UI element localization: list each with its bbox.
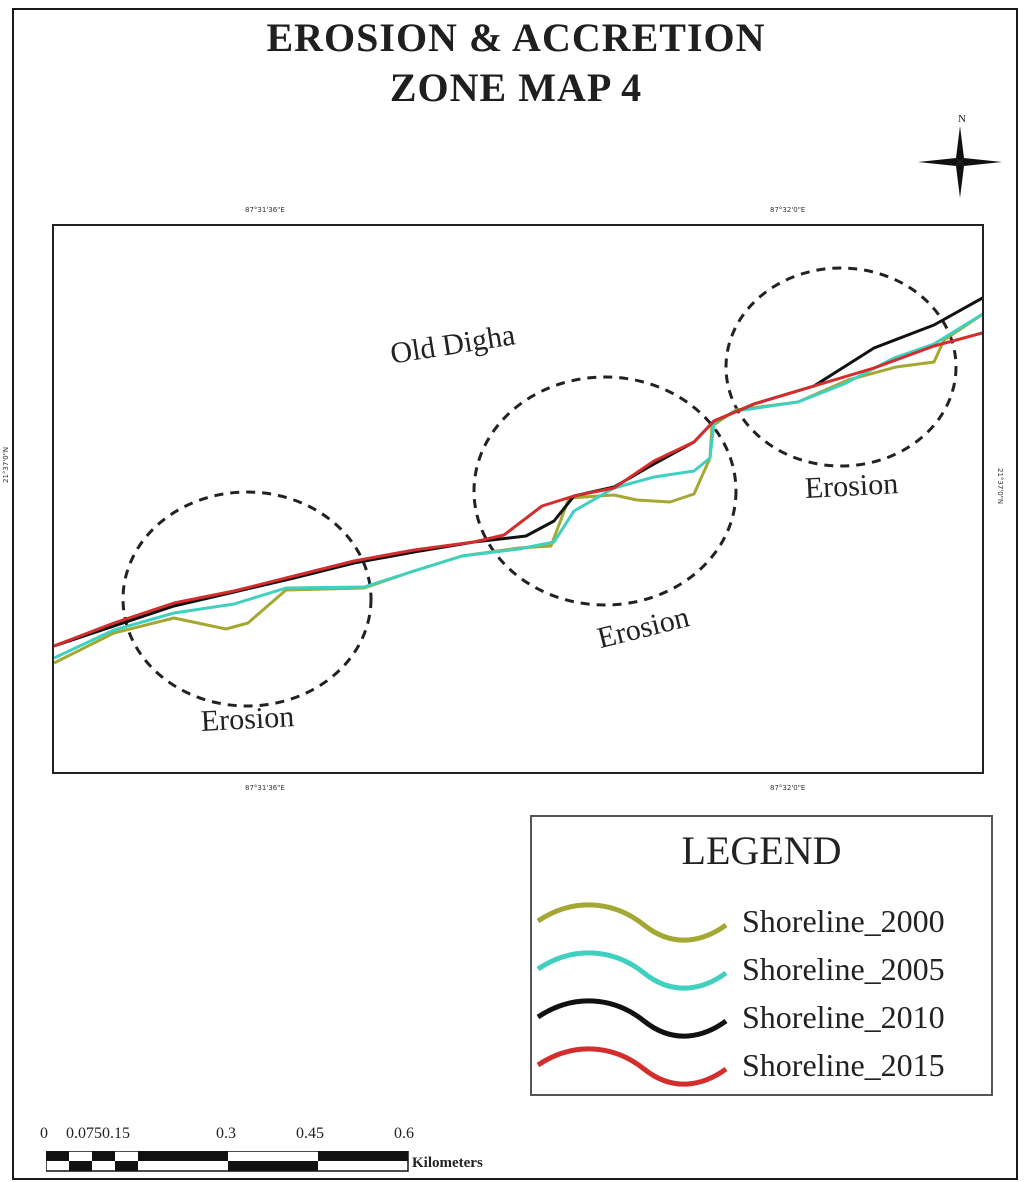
legend-box: LEGEND Shoreline_2000 Shoreline_2005 Sho… bbox=[530, 815, 993, 1096]
erosion-label-right: Erosion bbox=[804, 467, 899, 505]
coord-bottom-left: 87°31'36"E bbox=[245, 784, 285, 792]
erosion-circle-left bbox=[121, 490, 373, 708]
map-frame bbox=[52, 224, 984, 774]
scale-tick-1: 0.0750.15 bbox=[66, 1125, 130, 1142]
legend-title: LEGEND bbox=[681, 828, 842, 873]
legend-label-2010: Shoreline_2010 bbox=[742, 999, 945, 1035]
legend-item-2005: Shoreline_2005 bbox=[532, 947, 991, 997]
shoreline-2015-line bbox=[54, 331, 982, 648]
legend-swatch-2010 bbox=[536, 998, 728, 1039]
map-title-line1: EROSION & ACCRETION bbox=[266, 15, 766, 60]
legend-swatch-2005 bbox=[536, 950, 728, 991]
page-border bbox=[12, 8, 1018, 1180]
scale-tick-3: 0.45 bbox=[296, 1125, 324, 1142]
legend-label-2000: Shoreline_2000 bbox=[742, 903, 945, 939]
north-label: N bbox=[958, 113, 966, 125]
legend-item-2010: Shoreline_2010 bbox=[532, 995, 991, 1045]
scale-tick-4: 0.6 bbox=[394, 1125, 414, 1142]
coord-bottom-right: 87°32'0"E bbox=[770, 784, 806, 792]
erosion-label-left: Erosion bbox=[200, 700, 295, 738]
erosion-circle-right bbox=[724, 266, 958, 468]
map-title-line2: ZONE MAP 4 bbox=[389, 65, 643, 110]
scale-tick-0: 0 bbox=[40, 1125, 48, 1142]
map-canvas bbox=[54, 266, 982, 708]
shoreline-2005-line bbox=[54, 312, 982, 660]
north-arrow-icon: N bbox=[916, 110, 1006, 202]
scale-bar-graphic bbox=[46, 1151, 409, 1172]
legend-item-2000: Shoreline_2000 bbox=[532, 899, 991, 949]
scale-tick-2: 0.3 bbox=[216, 1125, 236, 1142]
legend-swatch-2000 bbox=[536, 902, 728, 943]
coord-top-left: 87°31'36"E bbox=[245, 206, 285, 214]
coord-right: 21°37'0"N bbox=[996, 468, 1004, 505]
coord-top-right: 87°32'0"E bbox=[770, 206, 806, 214]
legend-label-2005: Shoreline_2005 bbox=[742, 951, 945, 987]
scale-units: Kilometers bbox=[412, 1155, 483, 1171]
shoreline-2000-line bbox=[54, 312, 982, 665]
legend-label-2015: Shoreline_2015 bbox=[742, 1047, 945, 1083]
legend-swatch-2015 bbox=[536, 1046, 728, 1087]
legend-item-2015: Shoreline_2015 bbox=[532, 1043, 991, 1093]
erosion-circle-middle bbox=[472, 375, 738, 607]
coord-left: 21°37'0"N bbox=[2, 446, 10, 483]
scale-bar: 0 0.0750.15 0.3 0.45 0.6 Kilometers bbox=[40, 1125, 560, 1180]
